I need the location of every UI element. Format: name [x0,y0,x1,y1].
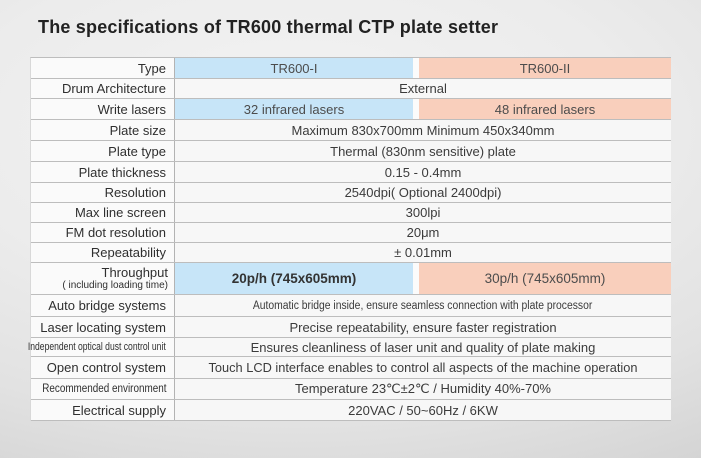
column-gap [413,58,419,78]
row-label: Laser locating system [40,319,166,335]
row-value: External [399,81,447,96]
row-label: Throughput [101,264,169,280]
cell-tr600-ii: 30p/h (745x605mm) [419,263,671,294]
cell-text: 48 infrared lasers [494,101,596,117]
row-label-cell: Recommended environment [31,379,175,399]
row-label: Plate type [108,143,166,159]
table-row: Drum Architecture External [31,79,671,99]
row-label-cell: Independent optical dust control unit [28,338,175,356]
row-label-cell: Drum Architecture [31,79,175,98]
row-label-cell: Auto bridge systems [31,295,175,316]
cell-tr600-ii: 48 infrared lasers [419,99,671,119]
row-value: Precise repeatability, ensure faster reg… [289,319,557,335]
row-label: Plate size [109,122,166,138]
row-label: Repeatability [90,245,166,260]
row-value-cell: 20μm [175,223,671,242]
cell-tr600-ii: TR600-II [419,58,671,78]
row-value-cell: Maximum 830x700mm Minimum 450x340mm [175,120,671,140]
column-gap [413,263,419,294]
row-label-cell: Laser locating system [31,317,175,337]
row-label-cell: Type [31,58,175,78]
row-value: Automatic bridge inside, ensure seamless… [253,299,593,312]
row-value-cell: Temperature 23℃±2℃ / Humidity 40%-70% [175,379,671,399]
row-value: Maximum 830x700mm Minimum 450x340mm [291,122,555,138]
row-value: Thermal (830nm sensitive) plate [330,143,516,159]
row-label-cell: Throughput ( including loading time) [31,263,175,294]
row-value-cell: 0.15 - 0.4mm [175,162,671,182]
row-value: Touch LCD interface enables to control a… [208,360,638,375]
table-row: Plate type Thermal (830nm sensitive) pla… [31,141,671,162]
row-value-cell: Precise repeatability, ensure faster reg… [175,317,671,337]
cell-tr600-i: TR600-I [175,58,413,78]
row-label: Recommended environment [41,383,166,395]
row-value: 300lpi [405,205,441,220]
row-value: 0.15 - 0.4mm [384,164,462,180]
row-value-cell: 220VAC / 50~60Hz / 6KW [175,400,671,420]
cell-text: TR600-I [270,60,318,76]
row-value: 220VAC / 50~60Hz / 6KW [348,402,498,418]
row-label: Max line screen [74,205,166,220]
row-label-cell: Max line screen [31,203,175,222]
table-row-write-lasers: Write lasers 32 infrared lasers 48 infra… [31,99,671,120]
row-label-cell: Open control system [31,357,175,378]
row-sublabel: ( including loading time) [62,280,168,292]
table-row: Plate thickness 0.15 - 0.4mm [31,162,671,183]
cell-text: 32 infrared lasers [243,101,345,117]
cell-text: 20p/h (745x605mm) [231,271,357,286]
cell-tr600-i: 20p/h (745x605mm) [175,263,413,294]
row-value-cell: Touch LCD interface enables to control a… [175,357,671,378]
row-label-cell: Repeatability [31,243,175,262]
cell-text: TR600-II [519,60,571,76]
row-value: 20μm [406,225,440,240]
cell-tr600-i: 32 infrared lasers [175,99,413,119]
row-label-cell: Resolution [31,183,175,202]
row-value-cell: ± 0.01mm [175,243,671,262]
table-row: Open control system Touch LCD interface … [31,357,671,379]
row-value: Temperature 23℃±2℃ / Humidity 40%-70% [295,381,551,396]
row-label-cell: Write lasers [31,99,175,119]
table-row-type: Type TR600-I TR600-II [31,58,671,79]
column-gap [413,99,419,119]
row-label: Drum Architecture [61,81,166,96]
row-label: Open control system [46,360,166,375]
row-label: Independent optical dust control unit [28,341,166,353]
row-value: 2540dpi( Optional 2400dpi) [344,185,502,200]
row-value: Ensures cleanliness of laser unit and qu… [250,339,596,355]
row-label-cell: Plate thickness [31,162,175,182]
spec-table: Type TR600-I TR600-II Drum Architecture … [28,57,671,421]
table-row-throughput: Throughput ( including loading time) 20p… [31,263,671,295]
table-row: FM dot resolution 20μm [31,223,671,243]
row-label-cell: Plate type [31,141,175,161]
row-label: Auto bridge systems [48,298,166,313]
row-value-cell: 2540dpi( Optional 2400dpi) [175,183,671,202]
row-value-cell: Automatic bridge inside, ensure seamless… [175,295,671,316]
table-row: Resolution 2540dpi( Optional 2400dpi) [31,183,671,203]
row-label-cell: Plate size [31,120,175,140]
row-label-cell: Electrical supply [31,400,175,420]
row-label: Resolution [104,185,166,200]
table-row: Max line screen 300lpi [31,203,671,223]
row-label: Type [137,60,166,76]
cell-text: 30p/h (745x605mm) [484,271,606,286]
table-row: Electrical supply 220VAC / 50~60Hz / 6KW [31,400,671,421]
row-label: Write lasers [97,101,166,117]
table-row: Auto bridge systems Automatic bridge ins… [31,295,671,317]
row-value-cell: Thermal (830nm sensitive) plate [175,141,671,161]
table-row: Recommended environment Temperature 23℃±… [31,379,671,400]
table-row: Repeatability ± 0.01mm [31,243,671,263]
row-label: Electrical supply [72,402,166,418]
row-label-cell: FM dot resolution [31,223,175,242]
row-value-cell: 300lpi [175,203,671,222]
row-value-cell: External [175,79,671,98]
row-value-cell: Ensures cleanliness of laser unit and qu… [175,338,671,356]
row-value: ± 0.01mm [394,245,452,260]
row-label: Plate thickness [78,164,166,180]
table-row: Plate size Maximum 830x700mm Minimum 450… [31,120,671,141]
row-label: FM dot resolution [65,225,166,240]
table-row: Independent optical dust control unit En… [28,338,671,357]
table-row: Laser locating system Precise repeatabil… [31,317,671,338]
page-title: The specifications of TR600 thermal CTP … [38,17,499,37]
